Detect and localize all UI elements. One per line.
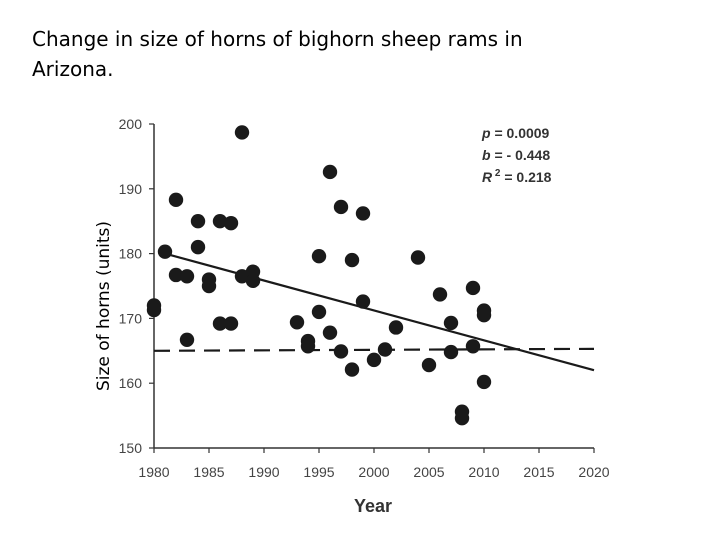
data-points	[146, 125, 492, 426]
y-tick-label: 170	[119, 310, 143, 326]
chart-title: Change in size of horns of bighorn sheep…	[32, 27, 523, 81]
data-point	[355, 294, 371, 309]
data-point	[432, 287, 448, 302]
data-point	[157, 244, 173, 259]
data-point	[476, 307, 492, 323]
y-tick-label: 200	[119, 116, 143, 132]
x-tick-label: 1990	[248, 464, 279, 480]
x-tick-label: 2015	[523, 464, 554, 480]
data-point	[223, 215, 239, 231]
data-point	[223, 316, 239, 331]
stat-annotation: R 2 = 0.218	[482, 168, 552, 185]
data-point	[476, 374, 492, 390]
data-point	[212, 316, 228, 331]
data-point	[190, 239, 206, 255]
data-point	[289, 315, 305, 330]
data-point	[179, 269, 195, 284]
stat-annotation: b = - 0.448	[482, 147, 550, 163]
data-point	[333, 199, 349, 215]
data-point	[377, 342, 393, 357]
data-point	[168, 192, 184, 208]
x-tick-label: 1985	[193, 464, 224, 480]
data-point	[212, 214, 228, 229]
data-point	[344, 362, 360, 377]
x-tick-label: 2000	[358, 464, 389, 480]
y-tick-label: 160	[119, 375, 143, 391]
x-tick-label: 2005	[413, 464, 444, 480]
y-tick-label: 180	[119, 246, 143, 262]
data-point	[234, 125, 250, 140]
data-point	[454, 410, 470, 426]
y-tick-label: 150	[119, 440, 143, 456]
data-point	[388, 320, 404, 335]
statistics-annotation: p = 0.0009 b = - 0.448 R 2 = 0.218	[481, 125, 552, 185]
data-point	[190, 214, 206, 229]
data-point	[443, 344, 459, 360]
data-point	[410, 250, 426, 265]
data-point	[344, 252, 360, 268]
data-point	[322, 325, 338, 340]
data-point	[300, 339, 316, 354]
data-point	[465, 339, 481, 354]
data-point	[421, 357, 437, 373]
data-point	[168, 267, 184, 283]
data-point	[146, 302, 162, 318]
reference-dashed-line	[153, 347, 595, 352]
data-point	[201, 278, 217, 294]
x-tick-label: 1980	[138, 464, 169, 480]
data-point	[311, 304, 327, 320]
data-point	[179, 332, 195, 347]
data-point	[333, 344, 349, 359]
data-point	[234, 269, 250, 284]
data-point	[465, 280, 481, 296]
x-axis-label: Year	[354, 496, 392, 516]
data-point	[322, 164, 338, 180]
x-tick-label: 1995	[303, 464, 334, 480]
axes: 150 160 170 180 190 200 1980 1985 1990 1995 2000 20…	[119, 116, 610, 480]
data-point	[443, 315, 459, 331]
x-tick-label: 2020	[578, 464, 609, 480]
x-tick-label: 2010	[468, 464, 499, 480]
data-point	[245, 273, 261, 289]
y-tick-label: 190	[119, 181, 143, 197]
stat-annotation: p = 0.0009	[481, 125, 550, 141]
data-point	[311, 248, 327, 264]
data-point	[355, 206, 371, 221]
data-point	[366, 352, 382, 368]
